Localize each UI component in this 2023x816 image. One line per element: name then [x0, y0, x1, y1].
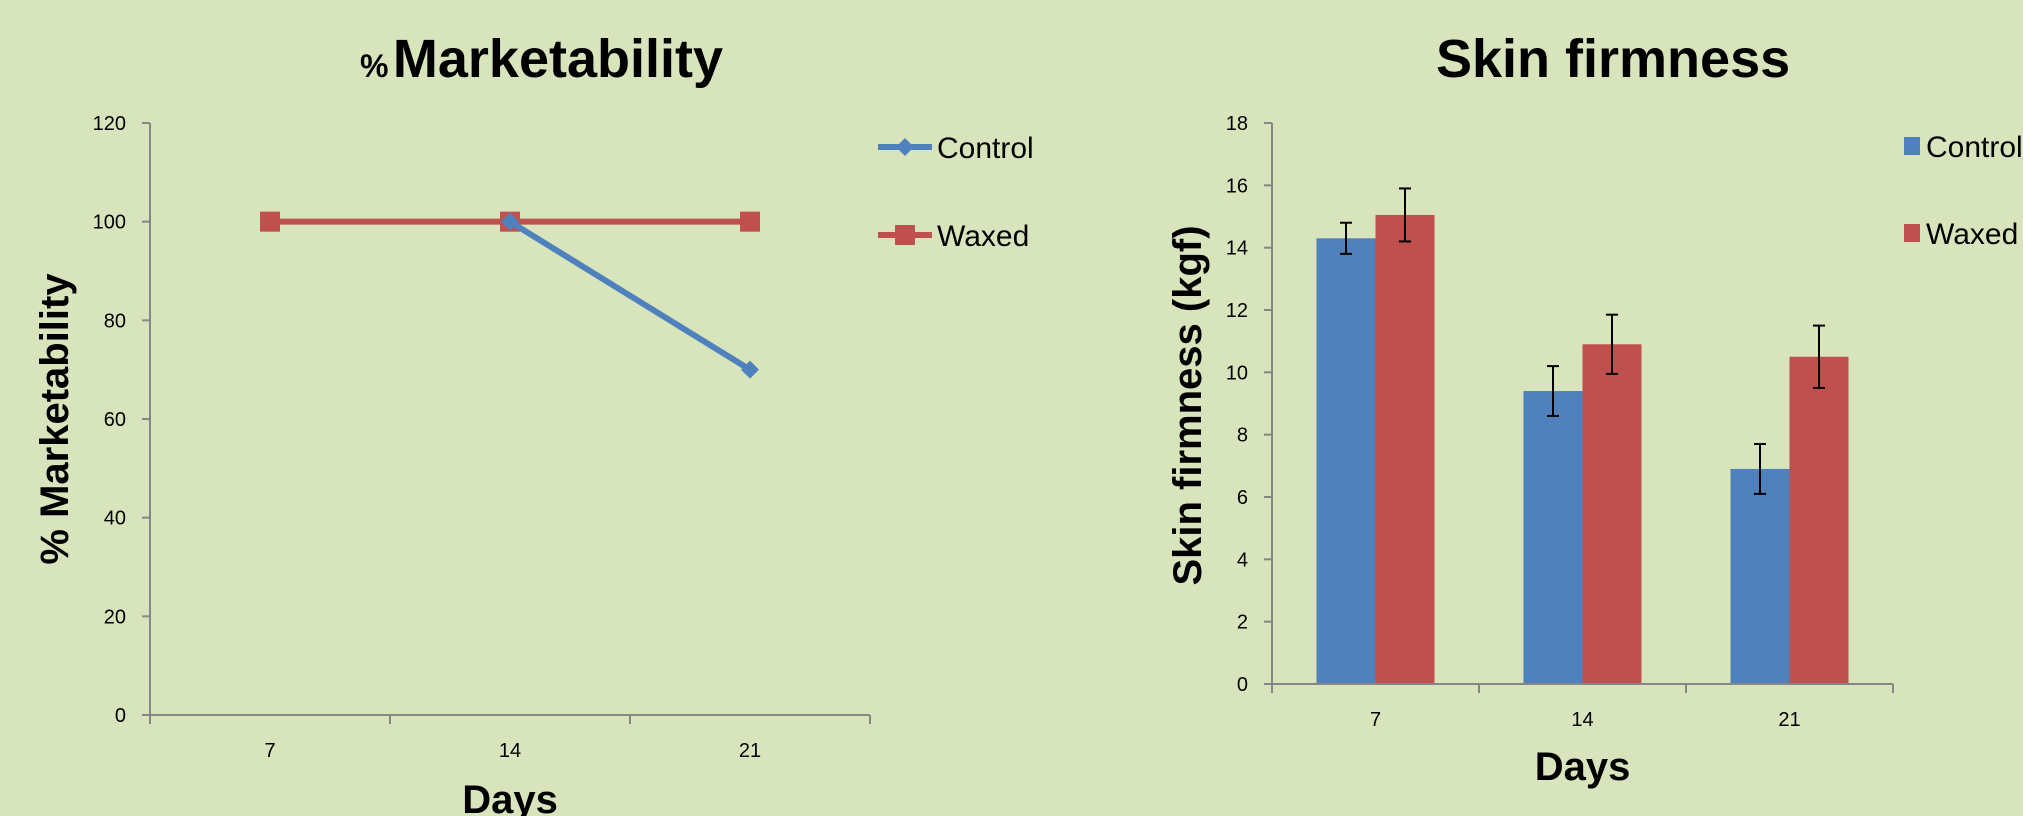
bar-waxed [1582, 344, 1642, 684]
y-tick-label: 0 [1237, 674, 1248, 696]
bar-control [1730, 468, 1790, 684]
legend-marker-waxed [895, 225, 915, 245]
bar-control [1316, 238, 1376, 685]
bar-waxed [1375, 214, 1435, 685]
y-tick-label: 2 [1237, 612, 1248, 634]
chart1-title-prefix: % [360, 48, 389, 84]
y-axis-label: Skin firmness (kgf) [1166, 225, 1210, 585]
x-tick-label: 14 [499, 740, 521, 762]
legend-label-control: Control [937, 132, 1034, 165]
x-tick-label: 7 [1370, 709, 1381, 731]
legend-marker-waxed [1904, 224, 1920, 242]
data-point-control [501, 212, 519, 231]
y-tick-label: 100 [93, 212, 126, 234]
y-tick-label: 10 [1226, 362, 1248, 384]
legend-marker-control [896, 138, 914, 156]
y-tick-label: 18 [1226, 113, 1248, 135]
y-tick-label: 0 [115, 705, 126, 727]
data-point-control [741, 360, 759, 379]
y-tick-label: 6 [1237, 487, 1248, 509]
data-point-waxed [740, 211, 760, 232]
x-tick-label: 21 [1778, 709, 1800, 731]
chart1-title: % Marketability [360, 28, 723, 90]
legend-marker-control [1904, 137, 1920, 155]
series-line-control [508, 219, 752, 373]
y-tick-label: 12 [1226, 300, 1248, 322]
y-tick-label: 60 [104, 409, 126, 431]
x-tick-label: 14 [1571, 709, 1593, 731]
y-tick-label: 40 [104, 508, 126, 530]
x-axis-label: Days [1535, 745, 1631, 789]
skin-firmness-chart: 0 2 4 6 8 10 12 14 16 18 7 14 21 Days Skin firmness (k… [1166, 113, 2023, 789]
y-tick-label: 16 [1226, 175, 1248, 197]
chart2-title: Skin firmness [1436, 29, 1791, 89]
marketability-chart: 0 20 40 60 80 100 120 7 14 21 Days % Marketability C… [33, 113, 1034, 816]
legend-label-control: Control [1926, 131, 2023, 164]
y-tick-label: 8 [1237, 425, 1248, 447]
y-tick-label: 80 [104, 310, 126, 332]
legend-label-waxed: Waxed [937, 220, 1029, 253]
chart1-title-main: Marketability [392, 29, 724, 89]
bar-waxed [1789, 356, 1849, 684]
y-axis-label: % Marketability [33, 273, 77, 565]
x-axis-label: Days [462, 778, 558, 816]
y-tick-label: 120 [93, 113, 126, 135]
y-tick-label: 20 [104, 606, 126, 628]
bar-control [1523, 391, 1583, 684]
x-tick-label: 7 [264, 740, 275, 762]
y-tick-label: 4 [1237, 549, 1248, 571]
data-point-waxed [260, 211, 280, 232]
legend-label-waxed: Waxed [1926, 218, 2018, 251]
y-tick-label: 14 [1226, 238, 1248, 260]
x-tick-label: 21 [739, 740, 761, 762]
